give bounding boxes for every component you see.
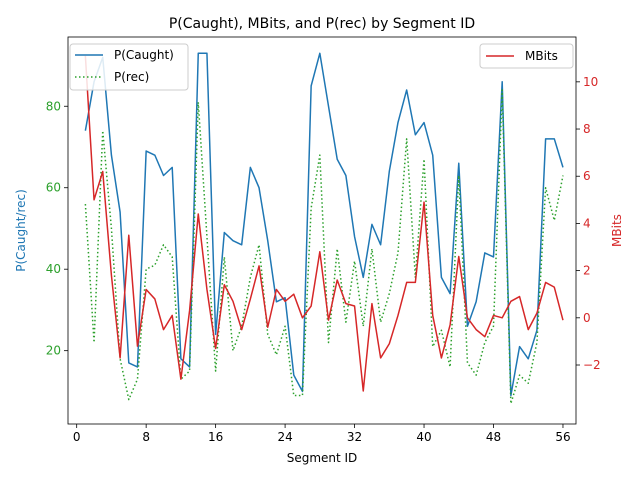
series-line-p-caught	[84, 52, 564, 397]
x-tick-label: 8	[142, 430, 150, 444]
x-tick-label: 56	[555, 430, 570, 444]
x-tick-label: 0	[73, 430, 81, 444]
y-left-tick-label: 20	[46, 344, 61, 358]
x-tick-label: 24	[277, 430, 292, 444]
y-right-tick-label: 8	[583, 122, 591, 136]
legend-label-caught: P(Caught)	[114, 48, 174, 62]
x-tick-label: 48	[486, 430, 501, 444]
y-right-tick-label: 10	[583, 75, 598, 89]
chart-title: P(Caught), MBits, and P(rec) by Segment …	[169, 16, 475, 32]
plot-frame	[67, 36, 577, 425]
y-right-tick-label: 2	[583, 264, 591, 278]
y-left-tick-label: 80	[46, 99, 61, 113]
legend-label-rec: P(rec)	[114, 70, 149, 84]
y-right-tick-label: −2	[583, 358, 601, 372]
y-right-tick-label: 6	[583, 169, 591, 183]
y-left-tick-label: 60	[46, 181, 61, 195]
y-left-axis-label: P(Caught/rec)	[14, 189, 28, 272]
x-tick-label: 16	[208, 430, 223, 444]
legend-right-box	[479, 43, 574, 69]
series-line-p-rec	[84, 89, 564, 405]
x-tick-label: 32	[347, 430, 362, 444]
x-axis-label: Segment ID	[287, 451, 358, 465]
x-tick-label: 40	[416, 430, 431, 444]
y-right-tick-label: 0	[583, 311, 591, 325]
series-line-mbits	[84, 55, 564, 392]
y-right-tick-label: 4	[583, 216, 591, 230]
legend-label-mbits: MBits	[525, 49, 558, 63]
y-left-tick-label: 40	[46, 262, 61, 276]
y-right-axis-label: MBits	[610, 214, 624, 247]
